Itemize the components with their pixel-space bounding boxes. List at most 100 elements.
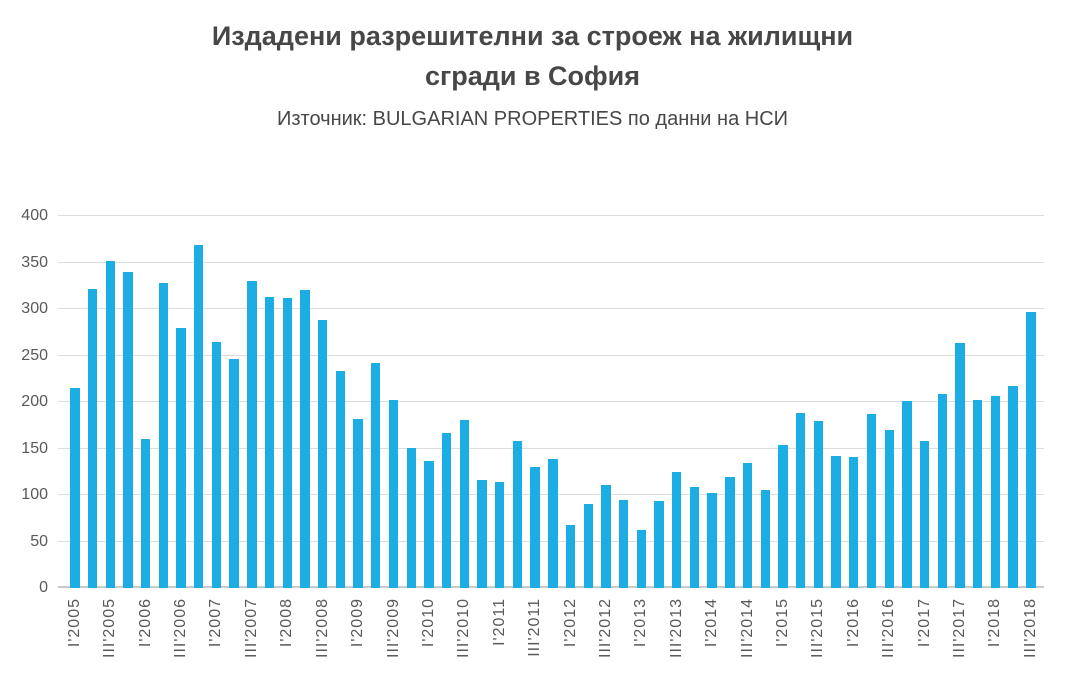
bar-III'2014 [742,463,753,588]
bar-IV'2008 [335,371,346,588]
bar-slot [756,216,774,588]
chart-subtitle: Източник: BULGARIAN PROPERTIES по данни … [276,108,789,130]
bar-IV'2015 [831,455,841,588]
bar-III'2012 [601,484,611,588]
bar-II'2006 [158,282,169,588]
bar-III'2017 [955,343,965,588]
bar-II'2009 [371,362,381,588]
bar-slot [792,216,810,588]
bar-IV'2011 [548,458,558,588]
bar-IV'2005 [123,271,133,588]
bar-I'2013 [636,530,647,588]
bar-slot [916,216,934,588]
x-axis-tick-label: I'2015 [773,598,791,648]
x-tick-slot: III'2005 [101,598,119,658]
x-tick-slot: III'2006 [172,598,190,658]
bar-I'2017 [919,441,930,588]
x-tick-slot: III'2011 [526,598,544,657]
x-tick-slot: I'2006 [137,598,155,647]
x-axis-tick-label: I'2009 [349,598,367,648]
bar-slot [810,216,828,588]
x-axis-tick-label: I'2010 [419,598,437,648]
x-axis-tick-label: III'2007 [242,598,260,658]
bar-I'2015 [778,444,788,588]
x-axis-tick-label: I'2005 [65,598,83,648]
bar-slot [314,216,332,588]
x-axis-tick-label: III'2011 [526,598,544,657]
bar-III'2005 [105,260,115,588]
x-axis-tick-label: I'2012 [561,598,579,648]
x-axis: I'2005 III'2005 I'2006 III'2006 I'2007 III'20… [58,598,1044,682]
bar-slot [66,216,84,588]
gridline-150 [58,447,1044,449]
x-axis-tick-label: I'2014 [703,598,721,648]
bar-slot [190,216,208,588]
x-axis-tick-label: I'2017 [915,598,933,648]
y-axis-tick-label: 250 [21,346,48,364]
bar-II'2010 [441,432,452,588]
bar-II'2017 [937,393,947,588]
x-tick-slot: I'2014 [703,598,721,647]
bar-I'2007 [211,342,222,588]
bar-slot [579,216,597,588]
bar-slot [225,216,243,588]
x-tick-slot: III'2017 [951,598,969,658]
x-tick-slot: I'2018 [986,598,1005,647]
bar-III'2008 [318,320,328,588]
bar-I'2016 [849,456,859,588]
x-axis-tick-label: III'2012 [596,598,614,658]
bar-II'2018 [1008,386,1018,588]
x-tick-slot: I'2013 [632,598,651,648]
bar-IV'2010 [477,480,487,588]
bar-II'2005 [87,288,98,588]
bar-slot [969,216,987,588]
bar-slot [668,216,686,588]
bar-slot [703,216,721,588]
x-tick-slot: I'2008 [278,598,296,647]
bar-slot [332,216,350,588]
bar-II'2008 [300,290,310,588]
bar-slot [208,216,226,588]
bar-slot [278,216,296,588]
bar-III'2009 [388,400,399,588]
x-tick-slot: I'2007 [207,598,226,647]
x-axis-tick-label: III'2008 [313,598,331,658]
x-tick-slot: III'2018 [1022,598,1040,658]
x-axis-tick-label: III'2009 [384,598,402,658]
chart-header: Издадени разрешителни за строеж на жилищ… [0,16,1065,131]
bar-slot [509,216,527,588]
x-tick-slot: III'2009 [385,598,403,658]
bar-slot [880,216,898,588]
bar-slot [987,216,1005,588]
bar-IV'2007 [264,296,275,588]
bar-I'2011 [495,481,505,588]
gridline-300 [58,308,1044,309]
bar-slot [1022,216,1040,588]
x-tick-slot: I'2016 [845,598,863,647]
y-axis-tick-label: 50 [30,532,48,550]
bar-slot [385,216,403,588]
x-tick-slot: III'2007 [243,598,261,658]
bar-slot [101,216,119,588]
bar-II'2013 [654,500,664,588]
x-axis-tick-label: I'2013 [632,598,650,648]
x-axis-tick-label: I'2006 [136,598,154,648]
x-axis-tick-label: III'2006 [172,598,190,658]
bar-slot [402,216,420,588]
bar-slot [863,216,881,588]
bar-III'2011 [530,467,540,588]
x-tick-slot: I'2010 [420,598,438,647]
gridline-200 [58,401,1044,402]
bar-III'2018 [1026,311,1036,588]
bar-slot [597,216,615,588]
bar-IV'2014 [760,490,770,588]
bar-IV'2016 [902,401,912,588]
bar-I'2012 [565,524,576,588]
x-tick-slot: I'2017 [916,598,934,647]
bar-slot [933,216,951,588]
bar-slot [491,216,509,588]
bar-slot [455,216,473,588]
bar-slot [526,216,544,588]
bar-III'2015 [813,420,824,588]
